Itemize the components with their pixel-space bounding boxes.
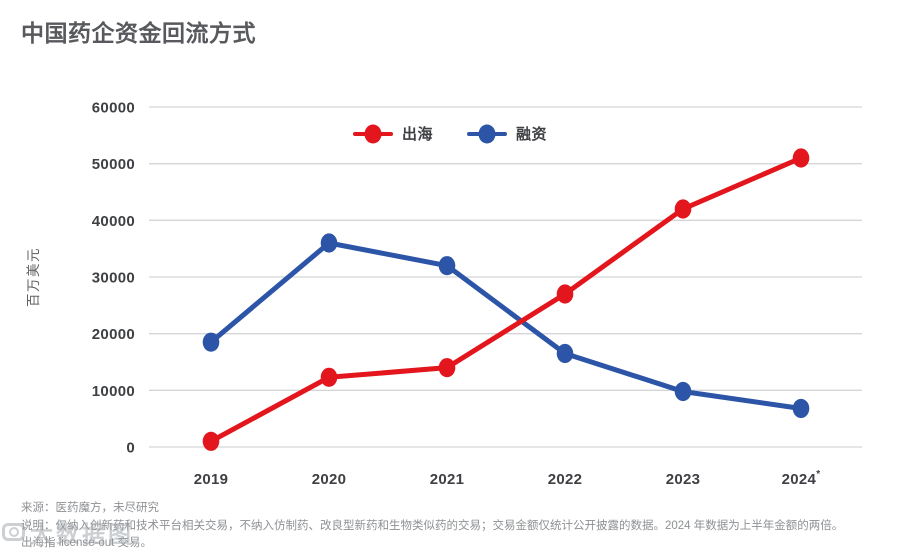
data-point-融资: [792, 398, 810, 419]
y-tick-label: 30000: [92, 270, 135, 287]
legend-marker-red-icon: [352, 124, 393, 144]
legend-item-chuhai: 出海: [352, 123, 433, 144]
data-point-融资: [202, 332, 220, 352]
x-tick-label: 2020: [312, 471, 347, 488]
data-point-出海: [320, 367, 338, 387]
legend-marker-blue-icon: [467, 124, 507, 144]
legend-label-chuhai: 出海: [401, 126, 433, 143]
legend-label-rongzi: 融资: [516, 126, 548, 143]
series-line-融资: [208, 240, 804, 411]
data-point-融资: [674, 381, 692, 402]
legend-item-rongzi: 融资: [467, 123, 547, 144]
data-point-出海: [674, 199, 692, 219]
note-line-1: 说明：仅纳入创新药和技术平台相关交易，不纳入仿制药、改良型新药和生物类似药的交易…: [21, 519, 844, 532]
x-tick-label: 2024*: [782, 469, 821, 488]
data-point-出海: [438, 358, 456, 378]
data-point-出海: [202, 431, 220, 451]
data-point-融资: [320, 233, 338, 253]
y-tick-label: 40000: [92, 213, 135, 230]
chart-legend: 出海 融资: [0, 123, 900, 144]
y-tick-label: 10000: [92, 383, 135, 400]
y-tick-label: 20000: [92, 326, 135, 343]
page-title: 中国药企资金回流方式: [21, 20, 256, 46]
note-line-2: 出海指 license-out 交易。: [21, 537, 153, 549]
footer-notes: 来源：医药魔方，未尽研究 说明：仅纳入创新药和技术平台相关交易，不纳入仿制药、改…: [21, 500, 883, 553]
y-tick-label: 60000: [92, 100, 135, 117]
x-tick-label: 2019: [194, 471, 229, 488]
x-tick-label: 2023: [666, 471, 701, 488]
data-point-融资: [438, 256, 456, 276]
y-tick-label: 50000: [92, 156, 135, 173]
data-point-出海: [556, 284, 574, 304]
legend-dot-red: [364, 124, 382, 143]
data-point-出海: [792, 148, 810, 168]
x-tick-label: 2022: [548, 471, 583, 488]
source-line: 来源：医药魔方，未尽研究: [21, 502, 159, 514]
y-tick-label: 0: [126, 440, 135, 457]
y-axis-title: 百万美元: [26, 247, 41, 307]
x-tick-label: 2021: [430, 471, 465, 488]
data-point-融资: [556, 343, 574, 364]
series-line-出海: [208, 155, 804, 444]
legend-dot-blue: [478, 124, 496, 143]
